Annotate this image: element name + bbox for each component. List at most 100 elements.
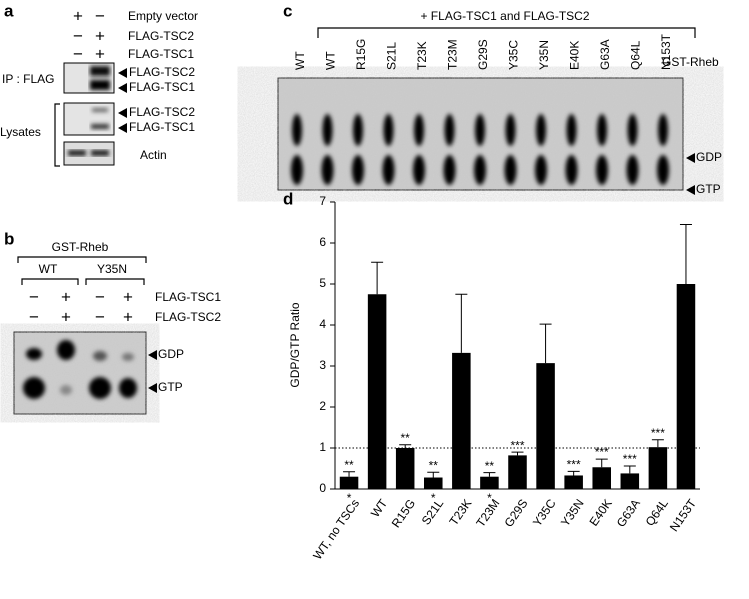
- significance: **: [485, 459, 495, 473]
- sign: +: [123, 307, 133, 326]
- error-bar: [595, 458, 608, 468]
- arrowhead: [686, 153, 695, 195]
- band: [292, 114, 302, 146]
- bar: [536, 363, 555, 489]
- significance: **: [401, 431, 411, 445]
- significance: ***: [510, 438, 524, 452]
- sign: −: [73, 44, 83, 63]
- row-label: FLAG-TSC1: [128, 47, 194, 61]
- band: [322, 114, 333, 146]
- lane-label: WT: [324, 51, 338, 70]
- sign: −: [29, 307, 39, 326]
- group-label: WT: [39, 262, 58, 276]
- bands: [90, 66, 110, 90]
- sign: +: [95, 44, 105, 63]
- band: [657, 155, 669, 185]
- row-label: Empty vector: [128, 9, 198, 23]
- header: + FLAG-TSC1 and FLAG-TSC2: [420, 9, 589, 23]
- band-label: FLAG-TSC1: [129, 120, 195, 134]
- lane-label: R15G: [354, 39, 368, 70]
- band: [627, 114, 638, 146]
- error-bar: [511, 451, 524, 456]
- band: [626, 155, 639, 185]
- band: [504, 155, 517, 185]
- blot-label: Lysates: [0, 125, 41, 139]
- band-label: GTP: [696, 182, 721, 196]
- band: [291, 155, 303, 185]
- error-bar: [455, 293, 468, 353]
- error-bar: [483, 472, 496, 477]
- band-label: GDP: [158, 347, 184, 361]
- band: [597, 114, 607, 146]
- band: [535, 155, 547, 185]
- band-label: FLAG-TSC2: [129, 65, 195, 79]
- lane-label: WT: [293, 51, 307, 70]
- significance: **: [429, 458, 439, 472]
- bracket: [317, 27, 696, 38]
- y-tick-label: 3: [319, 358, 326, 372]
- lane-label: Q64L: [629, 40, 643, 70]
- band: [505, 114, 516, 146]
- band: [353, 114, 363, 146]
- bands: [291, 114, 669, 185]
- bracket: [17, 256, 147, 263]
- x-tick-label: Q64L: [643, 496, 671, 528]
- bands: [91, 108, 109, 129]
- x-tick-label: E40K: [586, 497, 614, 529]
- significance: ***: [595, 445, 609, 459]
- significance: ***: [651, 426, 665, 440]
- bar: [480, 476, 499, 489]
- x-tick-label: Y35C: [530, 496, 559, 529]
- band: [443, 155, 456, 185]
- band: [382, 155, 395, 185]
- band: [658, 114, 668, 146]
- y-tick-label: 1: [319, 440, 326, 454]
- header: GST-Rheb: [52, 240, 109, 254]
- band-label: GDP: [696, 150, 722, 164]
- lane-label: T23M: [446, 39, 460, 70]
- bar: [592, 467, 611, 489]
- x-tick-label: G29S: [501, 497, 530, 530]
- band: [383, 114, 394, 146]
- panel-label: c: [283, 1, 292, 20]
- band-label: FLAG-TSC1: [129, 80, 195, 94]
- sign: −: [73, 26, 83, 45]
- band: [565, 155, 578, 185]
- error-bar: [651, 439, 664, 448]
- y-tick-label: 2: [319, 399, 326, 413]
- x-tick-label: N153T: [667, 496, 700, 534]
- sign: +: [73, 6, 83, 25]
- bar: [564, 475, 583, 489]
- band: [413, 155, 425, 185]
- lane-label: Y35C: [507, 40, 521, 70]
- significance: *: [347, 491, 352, 505]
- error-bar: [567, 470, 580, 476]
- error-bar: [679, 224, 692, 284]
- bands: [23, 340, 137, 399]
- x-tick-label: G63A: [614, 497, 643, 530]
- bands: [68, 150, 109, 156]
- row-label: FLAG-TSC2: [155, 310, 221, 324]
- band: [474, 155, 486, 185]
- band: [475, 114, 485, 146]
- x-tick-label: R15G: [389, 497, 418, 531]
- band-label: GTP: [158, 380, 183, 394]
- y-tick-label: 6: [319, 235, 326, 249]
- lane-title: GST-Rheb: [662, 55, 719, 69]
- lane-label: N153T: [659, 33, 673, 70]
- error-bar: [399, 444, 412, 448]
- x-tick-label: Y35N: [558, 497, 587, 530]
- bracket: [54, 103, 60, 167]
- y-tick-label: 5: [319, 276, 326, 290]
- arrowhead: [118, 68, 127, 93]
- row-label: FLAG-TSC2: [128, 29, 194, 43]
- significance: ***: [623, 452, 637, 466]
- bar: [508, 455, 527, 489]
- error-bar: [343, 471, 356, 477]
- sign: −: [95, 6, 105, 25]
- bracket: [21, 278, 145, 285]
- panel-label: d: [283, 189, 293, 208]
- panel-label: a: [4, 1, 14, 20]
